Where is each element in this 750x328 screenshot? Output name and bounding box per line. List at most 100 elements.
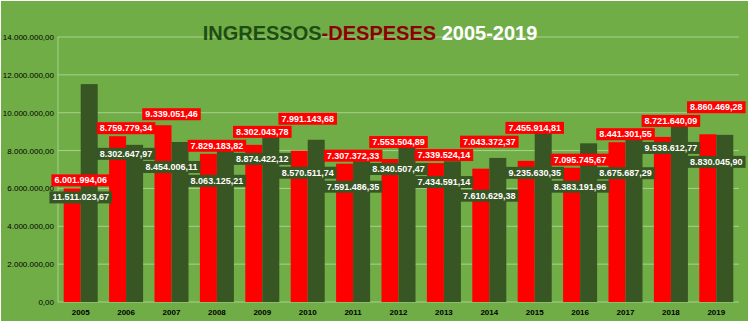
data-label-box [460, 190, 519, 202]
data-label: 8.759.779,34 [97, 122, 156, 134]
data-label-box [188, 175, 247, 187]
x-tick-label: 2010 [299, 308, 317, 317]
x-tick-label: 2008 [208, 308, 226, 317]
data-label-box [97, 122, 156, 134]
data-label: 7.829.183,82 [188, 140, 247, 152]
data-label: 8.570.511,74 [279, 167, 337, 179]
bar [535, 127, 552, 302]
bar [245, 145, 262, 302]
data-label: 7.991.143,68 [278, 113, 337, 125]
data-label-text: 8.383.191,96 [554, 182, 607, 192]
x-tick-label: 2009 [253, 308, 271, 317]
data-label-box [324, 181, 383, 193]
data-label-text: 9.235.630,35 [508, 168, 561, 178]
data-label-text: 7.043.372,37 [463, 137, 516, 147]
data-label-text: 8.302.043,78 [236, 127, 289, 137]
data-label: 7.455.914,81 [505, 122, 564, 134]
data-label: 7.591.486,35 [324, 181, 383, 193]
bar [217, 149, 234, 302]
data-label-text: 8.063.125,21 [191, 176, 244, 186]
x-tick-label: 2019 [707, 308, 725, 317]
data-label: 9.538.612,77 [642, 142, 701, 154]
x-tick-label: 2018 [662, 308, 680, 317]
data-label-box [505, 167, 564, 179]
bar [308, 140, 325, 302]
data-label: 8.063.125,21 [188, 175, 247, 187]
data-label-box [551, 181, 610, 193]
data-label-box [51, 174, 110, 186]
y-tick-label: 10.000.000,00 [3, 109, 55, 118]
bar [353, 158, 370, 302]
data-label-box [460, 136, 519, 148]
bars [64, 84, 734, 302]
data-label-box [142, 108, 201, 120]
x-tick-label: 2011 [344, 308, 362, 317]
bar [626, 138, 643, 302]
y-tick-label: 8.000.000,00 [7, 147, 54, 156]
data-label-box [687, 101, 746, 113]
bar [109, 136, 126, 302]
x-tick-label: 2017 [617, 308, 635, 317]
data-label: 8.830.045,90 [687, 156, 746, 168]
data-label-text: 7.991.143,68 [281, 114, 334, 124]
data-label-box [642, 142, 701, 154]
data-label: 7.553.504,89 [369, 136, 428, 148]
data-label-text: 7.553.504,89 [372, 137, 425, 147]
data-label-text: 6.001.994,06 [54, 175, 107, 185]
x-tick-label: 2016 [571, 308, 589, 317]
data-label-text: 8.675.687,29 [599, 168, 652, 178]
data-label: 7.339.524,14 [415, 149, 474, 161]
data-label-text: 7.829.183,82 [191, 141, 244, 151]
bar [609, 142, 626, 302]
data-label: 8.302.043,78 [233, 126, 292, 138]
data-label: 11.511.023,67 [49, 191, 112, 203]
bar [382, 159, 399, 302]
x-tick-label: 2014 [480, 308, 498, 317]
data-label: 8.874.422,12 [233, 153, 292, 165]
y-tick-label: 12.000.000,00 [3, 71, 55, 80]
data-label: 9.235.630,35 [505, 167, 564, 179]
data-label: 7.043.372,37 [460, 136, 519, 148]
data-label-text: 7.610.629,38 [463, 191, 516, 201]
data-label: 6.001.994,06 [51, 174, 110, 186]
data-label-box [324, 150, 383, 162]
y-axis [58, 37, 59, 302]
data-label-box [233, 126, 292, 138]
data-label-text: 9.339.051,46 [145, 109, 198, 119]
data-label: 8.441.301,55 [596, 128, 655, 140]
background [1, 1, 748, 321]
x-tick-label: 2012 [390, 308, 408, 317]
data-label-text: 8.874.422,12 [236, 154, 289, 164]
data-label-box [551, 154, 610, 166]
data-label-box [188, 140, 247, 152]
data-label: 8.721.640,09 [642, 115, 701, 127]
data-label-box [278, 113, 337, 125]
data-label-box [415, 176, 474, 188]
data-label: 8.383.191,96 [551, 181, 610, 193]
x-tick-label: 2006 [117, 308, 135, 317]
data-label: 8.675.687,29 [596, 167, 655, 179]
data-label-text: 8.340.507,47 [372, 164, 425, 174]
data-label-box [415, 149, 474, 161]
data-label: 8.860.469,28 [687, 101, 746, 113]
data-label-box [49, 191, 112, 203]
data-label-text: 7.339.524,14 [418, 150, 471, 160]
data-label: 7.307.372,33 [324, 150, 383, 162]
data-label-box [279, 167, 337, 179]
grid-line [58, 74, 739, 75]
y-tick-label: 14.000.000,00 [3, 33, 55, 42]
title: INGRESSOS-DESPESES 2005-2019 [203, 22, 538, 44]
data-label: 8.302.647,97 [97, 148, 156, 160]
y-tick-label: 0,00 [38, 298, 54, 307]
data-label-text: 11.511.023,67 [52, 192, 109, 202]
data-label-text: 8.759.779,34 [100, 123, 153, 133]
data-label-text: 8.454.006,11 [145, 162, 197, 172]
data-label: 8.340.507,47 [369, 163, 428, 175]
bar [580, 143, 597, 302]
data-label-text: 8.830.045,90 [690, 157, 743, 167]
data-label-text: 8.570.511,74 [282, 168, 334, 178]
bar [518, 161, 535, 302]
bar [155, 125, 172, 302]
data-label-text: 7.434.591,14 [418, 177, 471, 187]
data-label-text: 8.302.647,97 [100, 149, 153, 159]
